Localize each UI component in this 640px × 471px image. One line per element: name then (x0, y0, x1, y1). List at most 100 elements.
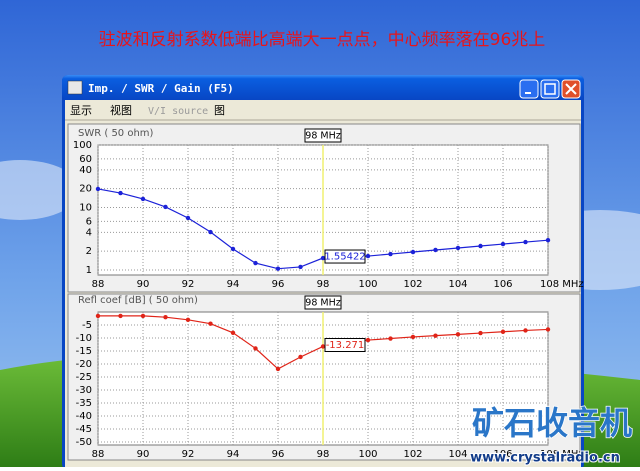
x-tick-label: 98 (317, 449, 330, 460)
x-tick-label: 108 MHz (540, 449, 584, 460)
data-point (388, 251, 393, 257)
data-point (118, 313, 123, 319)
data-point (410, 334, 416, 340)
data-point (433, 333, 438, 338)
y-tick-label: -10 (76, 333, 92, 344)
data-point (253, 346, 258, 351)
y-tick-label: -30 (76, 385, 92, 396)
data-point (95, 186, 101, 192)
marker-label-box (304, 295, 342, 310)
y-tick-label: 40 (79, 165, 92, 176)
x-tick-label: 88 (92, 449, 105, 460)
data-point (320, 255, 326, 261)
x-tick-label: 98 (317, 279, 330, 290)
x-tick-label: 102 (403, 279, 422, 290)
menu-item[interactable]: 视图 (110, 103, 132, 117)
marker-value-box (324, 338, 366, 353)
y-tick-label: -15 (76, 346, 92, 357)
x-tick-label: 102 (403, 449, 422, 460)
data-point (365, 253, 371, 259)
data-point (208, 229, 213, 235)
y-tick-label: -35 (76, 398, 92, 409)
minimize-button[interactable] (519, 79, 539, 99)
x-tick-label: 100 (358, 449, 377, 460)
y-tick-label: -20 (76, 359, 92, 370)
data-point (140, 196, 146, 202)
data-point (455, 245, 461, 251)
marker-value-box (324, 249, 366, 264)
y-tick-label: 6 (86, 216, 92, 227)
title-bar (62, 75, 584, 100)
app-icon (67, 80, 83, 95)
data-point (253, 260, 258, 266)
y-tick-label: 100 (73, 140, 92, 151)
menu-item[interactable]: V/I source (148, 106, 208, 117)
data-point (298, 264, 303, 270)
x-tick-label: 108 MHz (540, 279, 584, 290)
data-point (523, 328, 528, 333)
marker-label: 98 MHz (305, 298, 340, 309)
data-point (433, 247, 438, 253)
caption: 驻波和反射系数低端比高端大一点点，中心频率落在96兆上 (99, 30, 546, 50)
data-point (500, 241, 506, 247)
menu-item[interactable]: 显示 (70, 104, 92, 117)
data-point (523, 239, 528, 245)
y-tick-label: 10 (79, 203, 92, 214)
marker-label: 98 MHz (305, 131, 340, 142)
maximize-button[interactable] (540, 79, 560, 99)
y-tick-label: -25 (76, 372, 92, 383)
watermark-title: 矿石收音机 (472, 404, 632, 442)
window-title: Imp. / SWR / Gain (F5) (88, 82, 234, 95)
cloud (0, 160, 80, 220)
x-tick-label: 90 (137, 279, 150, 290)
data-point (230, 246, 236, 252)
maximize-glyph (544, 83, 556, 95)
data-point (163, 315, 168, 320)
data-point (185, 215, 191, 221)
x-tick-label: 88 (92, 279, 105, 290)
x-tick-label: 96 (272, 279, 285, 290)
x-tick-label: 90 (137, 449, 150, 460)
data-point (230, 330, 236, 335)
y-tick-label: 2 (86, 246, 92, 257)
data-point (118, 190, 123, 196)
data-point (275, 266, 281, 271)
data-point (140, 313, 146, 319)
y-tick-label: 1 (86, 265, 92, 276)
x-tick-label: 94 (227, 279, 240, 290)
data-point (208, 321, 213, 326)
close-glyph (565, 83, 577, 95)
y-tick-label: -40 (76, 411, 92, 422)
x-tick-label: 106 (493, 279, 512, 290)
data-point (478, 330, 483, 336)
data-point (410, 249, 416, 255)
data-point (545, 327, 551, 332)
x-tick-label: 92 (182, 279, 195, 290)
data-point (388, 336, 393, 341)
data-point (95, 313, 101, 319)
data-point (320, 344, 326, 349)
x-tick-label: 100 (358, 279, 377, 290)
y-tick-label: 4 (86, 227, 92, 238)
x-tick-label: 96 (272, 449, 285, 460)
x-tick-label: 92 (182, 449, 195, 460)
y-axis-label: SWR ( 50 ohm) (78, 128, 154, 139)
y-tick-label: 60 (79, 154, 92, 165)
x-tick-label: 104 (448, 449, 467, 460)
watermark-url: www.crystalradio.cn (470, 451, 620, 466)
y-tick-label: -50 (76, 437, 92, 448)
marker-label-box (304, 128, 342, 143)
marker-value: -13.271 (326, 340, 365, 351)
data-point (455, 332, 461, 337)
y-axis-label: Refl coef [dB] ( 50 ohm) (78, 295, 198, 306)
x-tick-label: 106 (493, 449, 512, 460)
data-point (478, 243, 483, 249)
data-point (545, 237, 551, 243)
y-tick-label: 20 (79, 184, 92, 195)
y-tick-label: -5 (82, 320, 92, 331)
menu-item[interactable]: 图 (214, 104, 225, 117)
data-point (365, 337, 371, 343)
